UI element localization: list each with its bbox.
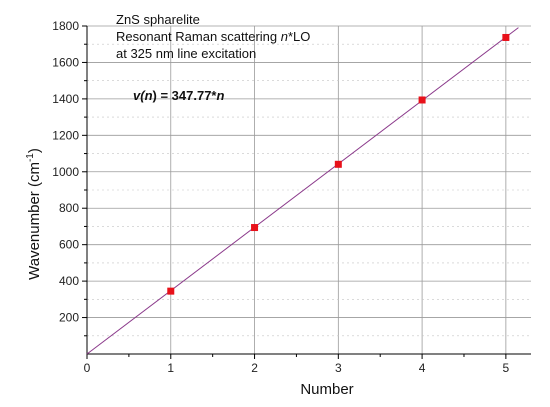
grid-lines: [87, 25, 531, 354]
data-point: [167, 287, 175, 295]
y-tick-label: 1000: [52, 165, 79, 179]
y-tick-label: 400: [59, 274, 79, 288]
y-axis-title: Wavenumber (cm-1): [25, 148, 43, 280]
annotation-line-2: Resonant Raman scattering n*LO: [116, 29, 310, 44]
y-tick-label: 600: [59, 238, 79, 252]
x-tick-label: 5: [503, 361, 510, 375]
x-tick-label: 1: [167, 361, 174, 375]
data-point: [251, 224, 259, 232]
x-tick-label: 2: [251, 361, 258, 375]
y-tick-label: 1400: [52, 92, 79, 106]
x-tick-label: 3: [335, 361, 342, 375]
y-tick-label: 1200: [52, 128, 79, 142]
x-axis-title: Number: [300, 381, 353, 398]
y-axis-title-base: Wavenumber (cm: [26, 162, 43, 280]
y-tick-label: 1800: [52, 19, 79, 33]
fit-equation-n: n: [145, 88, 153, 103]
annotation-line-2-b: *LO: [288, 29, 310, 44]
tick-labels: 0 1 2 3 4 5 200 400 600 800 1000 1200 1400 1600 1800: [52, 19, 509, 375]
fit-equation: v(n) = 347.77*n: [133, 88, 224, 103]
annotation-line-3: at 325 nm line excitation: [116, 46, 256, 61]
data-point: [334, 160, 342, 168]
data-points: [167, 33, 510, 295]
fit-line: [86, 27, 519, 355]
y-axis-title-close: ): [26, 148, 43, 153]
annotation-line-2-a: Resonant Raman scattering: [116, 29, 281, 44]
annotation-line-1: ZnS spharelite: [116, 12, 200, 27]
y-axis-title-sup: -1: [25, 153, 36, 162]
y-tick-label: 800: [59, 201, 79, 215]
x-tick-label: 0: [84, 361, 91, 375]
y-tick-label: 1600: [52, 55, 79, 69]
x-tick-label: 4: [419, 361, 426, 375]
annotation-block: ZnS spharelite Resonant Raman scattering…: [116, 12, 310, 103]
fit-equation-b: ) = 347.77*: [153, 88, 218, 103]
fit-line-layer: [86, 27, 519, 355]
y-tick-label: 200: [59, 311, 79, 325]
data-point: [418, 96, 426, 104]
fit-equation-a: v(: [133, 88, 146, 103]
data-point: [502, 33, 510, 41]
fit-equation-c: n: [216, 88, 224, 103]
annotation-line-2-n: n: [281, 29, 288, 44]
